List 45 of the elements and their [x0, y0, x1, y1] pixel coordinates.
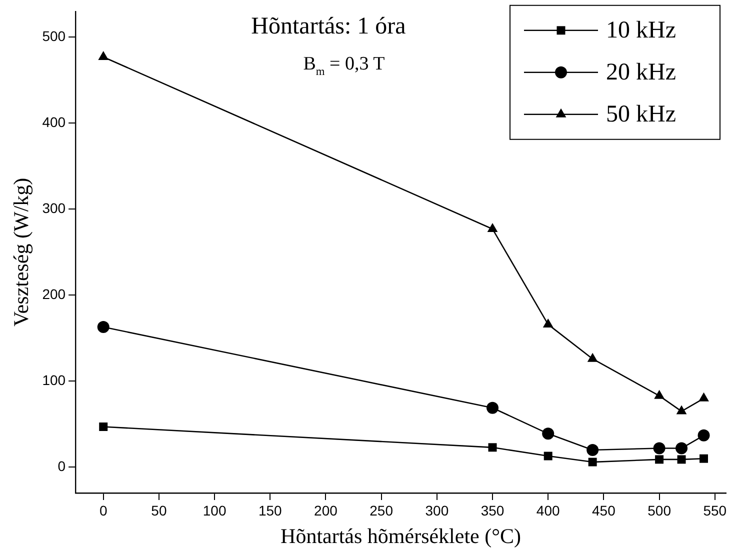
x-tick-label: 200: [314, 502, 338, 518]
point: [588, 458, 597, 466]
point: [677, 455, 686, 464]
x-tick-label: 250: [370, 502, 394, 518]
y-tick-label: 500: [42, 28, 66, 44]
y-tick-label: 0: [58, 458, 66, 474]
point: [488, 443, 497, 452]
point: [700, 454, 708, 463]
y-tick-label: 300: [42, 200, 66, 216]
x-tick-label: 0: [99, 502, 108, 518]
y-axis-title: Veszteség (W/kg): [9, 178, 34, 327]
x-tick-label: 100: [202, 502, 226, 518]
point: [486, 402, 499, 414]
legend-label: 10 kHz: [606, 18, 676, 44]
point: [655, 455, 664, 464]
x-tick-label: 300: [425, 502, 449, 518]
x-tick-label: 500: [648, 502, 672, 518]
point: [586, 444, 599, 456]
x-axis-title: Hõntartás hõmérséklete (°C): [280, 524, 522, 548]
annotation: Hõntartás: 1 óra: [251, 13, 406, 40]
point: [587, 352, 598, 362]
point: [698, 392, 709, 402]
point: [487, 222, 498, 232]
legend-label: 50 kHz: [606, 102, 676, 128]
x-tick-label: 450: [592, 502, 616, 518]
point: [542, 318, 554, 328]
point: [698, 429, 710, 442]
legend-label: 20 kHz: [606, 60, 676, 86]
y-tick-label: 400: [42, 114, 66, 130]
point: [542, 428, 554, 440]
point: [676, 405, 687, 414]
point: [676, 442, 688, 454]
x-tick-label: 150: [258, 502, 282, 518]
point: [98, 50, 109, 60]
point: [97, 321, 110, 334]
x-tick-label: 350: [480, 502, 504, 518]
y-tick-label: 200: [42, 286, 66, 302]
x-tick-label: 400: [536, 502, 560, 518]
y-tick-label: 100: [42, 372, 66, 388]
point: [653, 442, 666, 454]
point: [99, 422, 108, 432]
point: [654, 390, 664, 399]
x-tick-label: 50: [151, 502, 167, 518]
point: [544, 452, 552, 460]
x-tick-label: 550: [703, 502, 727, 518]
